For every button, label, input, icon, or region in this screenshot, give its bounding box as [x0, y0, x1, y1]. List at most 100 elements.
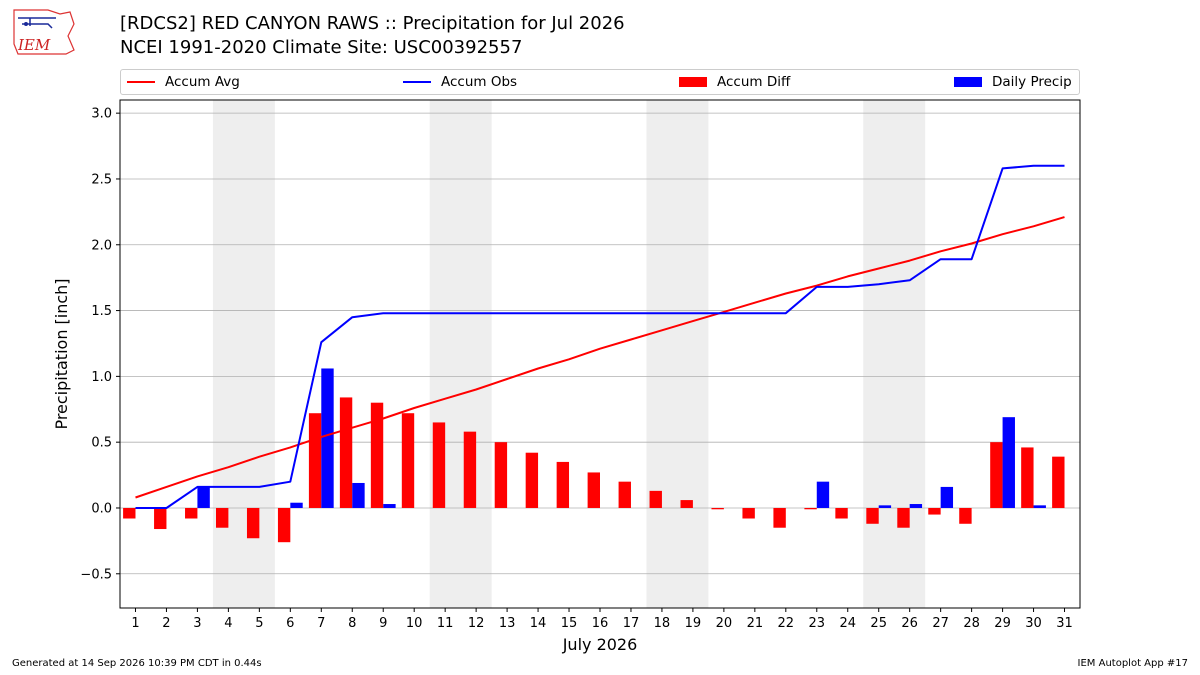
x-tick-label: 5	[255, 616, 263, 631]
accum-diff-bar	[339, 397, 353, 508]
legend-label-accum-obs: Accum Obs	[441, 74, 518, 90]
footer-generated-text: Generated at 14 Sep 2026 10:39 PM CDT in…	[12, 658, 262, 669]
x-tick-label: 2	[162, 616, 170, 631]
x-tick-label: 24	[839, 616, 856, 631]
accum-diff-bar	[587, 472, 600, 508]
x-tick-label: 17	[623, 616, 640, 631]
x-tick-label: 11	[437, 616, 454, 631]
plot-frame	[119, 99, 1081, 609]
x-tick-label: 27	[932, 616, 949, 631]
x-tick-label: 18	[654, 616, 671, 631]
accum-diff-bar	[1052, 456, 1065, 508]
x-tick-label: 15	[561, 616, 578, 631]
accum-diff-bar	[185, 507, 198, 519]
x-tick-label: 13	[499, 616, 516, 631]
accum-diff-bar	[804, 507, 817, 510]
accum-obs-line	[135, 164, 1065, 509]
x-tick-label: 23	[809, 616, 826, 631]
accum-diff-bar	[773, 507, 786, 528]
legend-daily-precip: Daily Precip	[954, 73, 1072, 91]
x-tick-label: 1	[131, 616, 139, 631]
daily-precip-bar	[1002, 417, 1015, 508]
daily-precip-bar	[197, 486, 210, 508]
chart-title: [RDCS2] RED CANYON RAWS :: Precipitation…	[120, 13, 625, 34]
y-axis-label: Precipitation [inch]	[52, 278, 71, 429]
x-axis-label: July 2026	[562, 635, 638, 654]
daily-precip-bar	[321, 368, 334, 508]
accum-avg-line	[135, 216, 1065, 499]
x-tick-label: 10	[406, 616, 423, 631]
accum-diff-bar	[277, 507, 291, 543]
accum-diff-bar	[897, 507, 910, 528]
x-tick-label: 14	[530, 616, 547, 631]
legend-swatch-accum-obs	[403, 81, 431, 83]
x-tick-label: 8	[348, 616, 356, 631]
accum-diff-bar	[680, 500, 693, 508]
y-tick-label: 2.5	[91, 172, 112, 187]
footer-app-text: IEM Autoplot App #17	[1077, 658, 1188, 669]
x-tick-label: 29	[994, 616, 1011, 631]
accum-diff-bar	[216, 507, 229, 528]
weekend-shade	[212, 100, 275, 608]
daily-precip-bar	[816, 481, 830, 508]
accum-diff-bar	[154, 507, 167, 530]
legend-swatch-accum-diff	[679, 77, 707, 87]
legend-label-daily-precip: Daily Precip	[992, 74, 1072, 90]
accum-diff-bar	[556, 461, 570, 508]
y-tick-label: 0.5	[91, 436, 112, 451]
daily-precip-bar	[290, 502, 303, 508]
legend-label-accum-avg: Accum Avg	[165, 74, 240, 90]
x-tick-label: 20	[716, 616, 733, 631]
x-tick-label: 28	[963, 616, 980, 631]
daily-precip-bar	[383, 504, 396, 508]
legend-accum-avg: Accum Avg	[127, 73, 240, 91]
x-tick-label: 31	[1056, 616, 1073, 631]
accum-diff-bar	[866, 507, 879, 524]
chart-subtitle: NCEI 1991-2020 Climate Site: USC00392557	[120, 37, 523, 58]
legend-label-accum-diff: Accum Diff	[717, 74, 791, 90]
y-tick-label: 1.0	[91, 370, 112, 385]
accum-diff-bar	[835, 507, 848, 519]
accum-diff-bar	[463, 431, 477, 508]
y-tick-label: 2.0	[91, 238, 112, 253]
accum-diff-bar	[959, 507, 972, 524]
accum-diff-bar	[123, 507, 136, 519]
y-tick-label: 3.0	[91, 107, 112, 122]
x-tick-label: 4	[224, 616, 232, 631]
accum-diff-bar	[432, 422, 446, 508]
x-tick-label: 25	[870, 616, 887, 631]
accum-diff-bar	[742, 507, 755, 519]
daily-precip-bar	[940, 486, 954, 508]
x-tick-label: 7	[317, 616, 325, 631]
daily-precip-bar	[909, 504, 923, 508]
accum-diff-bar	[370, 402, 384, 508]
daily-precip-bar	[1033, 505, 1046, 508]
x-tick-label: 26	[901, 616, 918, 631]
chart-legend: Accum Avg Accum Obs Accum Diff Daily Pre…	[120, 69, 1080, 95]
accum-diff-bar	[494, 442, 508, 508]
legend-swatch-daily-precip	[954, 77, 982, 87]
x-tick-label: 16	[592, 616, 609, 631]
accum-diff-bar	[525, 452, 539, 508]
x-tick-label: 22	[778, 616, 795, 631]
accum-diff-bar	[308, 413, 322, 508]
logo-text: IEM	[17, 36, 51, 54]
y-tick-label: −0.5	[80, 567, 112, 582]
accum-diff-bar	[401, 413, 415, 508]
iem-logo: IEM	[13, 9, 75, 55]
accum-diff-bar	[246, 507, 260, 539]
legend-accum-diff: Accum Diff	[679, 73, 790, 91]
accum-diff-bar	[990, 442, 1003, 508]
y-tick-label: 0.0	[91, 501, 112, 516]
y-tick-label: 1.5	[91, 304, 112, 319]
accum-diff-bar	[711, 507, 724, 510]
daily-precip-bar	[352, 482, 365, 508]
weekend-shade	[646, 100, 709, 608]
legend-accum-obs: Accum Obs	[403, 73, 517, 91]
x-tick-label: 12	[468, 616, 485, 631]
daily-precip-bar	[878, 505, 892, 508]
accum-diff-bar	[1021, 447, 1034, 508]
weekend-shade	[863, 100, 926, 608]
accum-diff-bar	[649, 490, 662, 508]
